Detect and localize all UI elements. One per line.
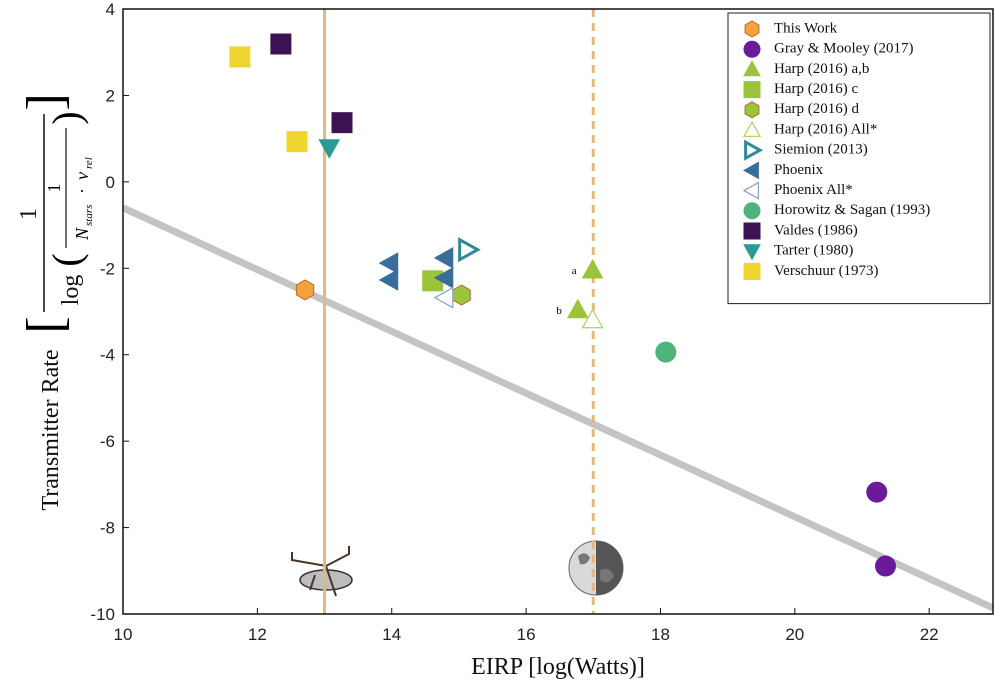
- data-point: [270, 33, 292, 55]
- formula-nu: ν: [72, 172, 92, 180]
- legend-marker: [743, 40, 761, 58]
- legend-label: This Work: [774, 20, 838, 36]
- data-point: [229, 46, 251, 68]
- data-point: [378, 252, 399, 274]
- data-point: [866, 481, 888, 503]
- legend-label: Valdes (1986): [774, 222, 858, 238]
- y-tick-label: -10: [90, 605, 115, 624]
- fit-line: [123, 204, 993, 612]
- legend-marker: [742, 120, 762, 138]
- legend-marker: [744, 20, 760, 38]
- formula-log: log: [58, 275, 84, 306]
- legend-marker: [743, 81, 761, 99]
- legend-label: Verschuur (1973): [774, 263, 879, 279]
- y-tick-label: -6: [100, 432, 115, 451]
- legend: This Work Gray & Mooley (2017) Harp (2016)…: [727, 12, 991, 305]
- legend-label: Phoenix: [774, 162, 824, 178]
- legend-marker: [743, 222, 761, 240]
- data-point: [875, 555, 897, 577]
- data-point: [286, 131, 308, 153]
- legend-box: [727, 12, 991, 305]
- x-tick-label: 18: [651, 625, 670, 644]
- formula-numerator: 1: [16, 208, 42, 220]
- data-point: [318, 139, 341, 159]
- legend-marker: [744, 101, 760, 119]
- y-tick-label: 4: [106, 0, 115, 19]
- legend-label: Harp (2016) d: [774, 101, 859, 117]
- plot-area: [123, 9, 993, 614]
- y-axis-label: Transmitter Rate [ ] 1 log ( ) 1 N stars…: [16, 93, 95, 510]
- data-point: [433, 266, 454, 289]
- point-label: a: [572, 265, 577, 277]
- legend-label: Harp (2016) c: [774, 81, 858, 97]
- formula-dot: ·: [72, 188, 92, 194]
- legend-label: Harp (2016) a,b: [774, 61, 869, 77]
- y-tick-label: 2: [106, 86, 115, 105]
- formula-inner-numerator: 1: [44, 184, 64, 193]
- x-tick-label: 12: [248, 625, 267, 644]
- legend-label: Phoenix All*: [774, 182, 853, 198]
- legend-label: Tarter (1980): [774, 243, 853, 259]
- formula-nu-sub: rel: [83, 157, 95, 169]
- formula-n-sub: stars: [83, 205, 95, 226]
- legend-marker: [743, 244, 761, 261]
- y-tick-label: -2: [100, 259, 115, 278]
- legend-marker: [743, 202, 761, 220]
- legend-marker: [744, 139, 764, 161]
- data-point: [581, 308, 604, 329]
- data-point: [433, 247, 454, 269]
- legend-marker: [743, 60, 761, 77]
- x-tick-label: 22: [920, 625, 939, 644]
- formula-n: N: [72, 227, 92, 241]
- x-tick-label: 20: [785, 625, 804, 644]
- legend-label: Siemion (2013): [774, 142, 868, 158]
- data-point: [295, 279, 315, 301]
- planet-icon: [568, 540, 624, 596]
- legend-label: Horowitz & Sagan (1993): [774, 202, 930, 218]
- x-tick-label: 16: [517, 625, 536, 644]
- legend-marker: [742, 181, 760, 200]
- data-point: [452, 284, 471, 306]
- legend-marker: [743, 262, 761, 280]
- telescope-icon: [291, 546, 353, 597]
- y-tick-label: 0: [106, 173, 115, 192]
- paren: ): [44, 111, 89, 124]
- legend-label: Gray & Mooley (2017): [774, 41, 914, 57]
- data-point: [433, 286, 454, 309]
- legend-marker: [742, 161, 759, 180]
- data-point: [458, 237, 481, 263]
- paren: (: [44, 253, 89, 266]
- y-tick-label: -8: [100, 519, 115, 538]
- x-tick-label: 14: [382, 625, 401, 644]
- y-label-text: Transmitter Rate: [38, 349, 64, 510]
- data-point: [378, 269, 399, 291]
- x-tick-label: 10: [114, 625, 133, 644]
- plot-frame: [122, 8, 994, 615]
- y-tick-label: -4: [100, 346, 115, 365]
- bracket: ]: [17, 93, 74, 110]
- data-point: [331, 112, 353, 134]
- bracket: [: [17, 316, 74, 333]
- point-label: b: [556, 305, 562, 317]
- data-point: [566, 298, 589, 319]
- data-point: [581, 258, 604, 279]
- legend-label: Harp (2016) All*: [774, 121, 877, 137]
- x-axis-label: EIRP [log(Watts)]: [471, 654, 645, 680]
- data-point: [655, 341, 677, 363]
